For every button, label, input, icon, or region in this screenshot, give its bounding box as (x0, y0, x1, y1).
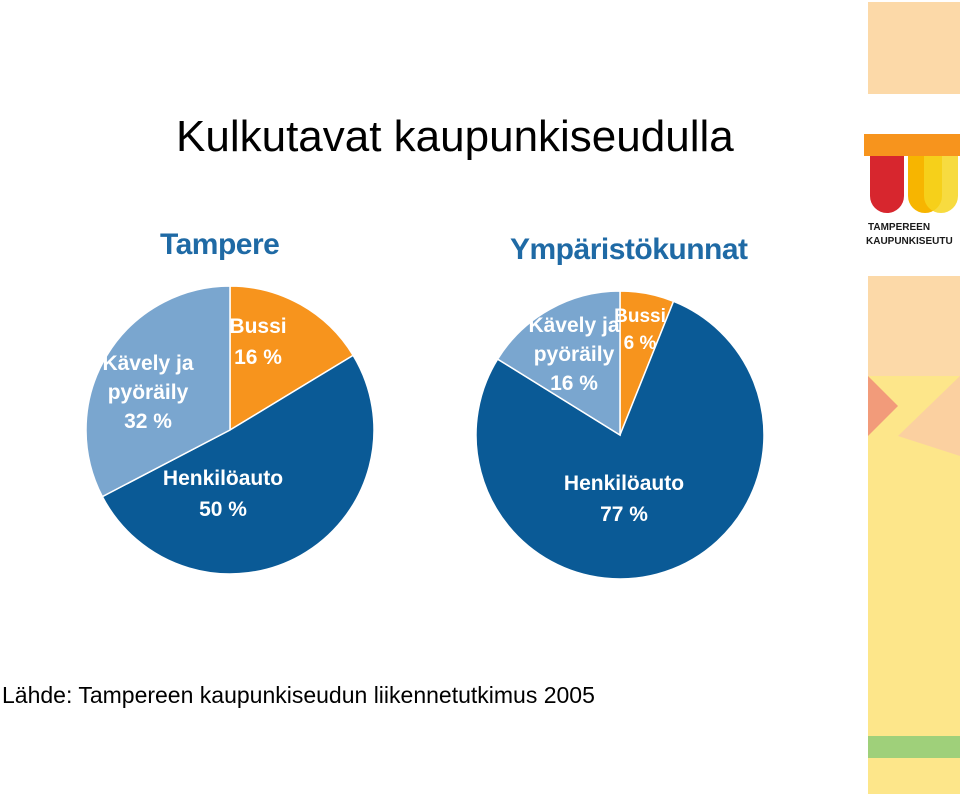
pie-slice-kävely-ja-pyöräily (85, 285, 231, 498)
svg-text:Kävely ja: Kävely ja (102, 352, 193, 375)
svg-text:Henkilöauto: Henkilöauto (564, 472, 684, 495)
pie-label-kävely-ja-pyöräily: Kävely ja pyöräily 32 % (102, 352, 193, 433)
svg-text:77 %: 77 % (600, 503, 648, 526)
svg-text:16 %: 16 % (234, 346, 282, 369)
pie-slice-henkilöauto (101, 354, 375, 575)
pie-slice-kävely-ja-pyöräily (496, 290, 621, 437)
svg-text:32 %: 32 % (124, 410, 172, 433)
svg-text:pyöräily: pyöräily (534, 343, 615, 366)
svg-text:Bussi: Bussi (614, 306, 666, 327)
svg-text:Bussi: Bussi (229, 315, 286, 338)
svg-text:Kävely ja: Kävely ja (528, 314, 619, 337)
source-note: Lähde: Tampereen kaupunkiseudun liikenne… (2, 682, 595, 708)
logo-text-line2: KAUPUNKISEUTU (866, 236, 953, 247)
pie-label-bussi: Bussi 16 % (229, 315, 286, 369)
page-title: Kulkutavat kaupunkiseudulla (176, 112, 734, 161)
pie-label-bussi: Bussi 6 % (614, 306, 666, 354)
logo-text-line1: TAMPEREEN (868, 222, 930, 233)
chart-title-tampere: Tampere (160, 228, 280, 261)
pie-chart-tampere: Bussi 16 % Henkilöauto 50 % Kävely ja pyöräil… (85, 285, 375, 575)
side-strip-decoration (868, 276, 960, 794)
svg-text:6 %: 6 % (624, 333, 657, 354)
side-strip-top (868, 2, 960, 94)
svg-text:Henkilöauto: Henkilöauto (163, 467, 283, 490)
tampereen-kaupunkiseutu-logo: TAMPEREEN KAUPUNKISEUTU (864, 134, 960, 247)
svg-text:50 %: 50 % (199, 498, 247, 521)
pie-chart-ymparistokunnat: Bussi 6 % Henkilöauto 77 % Kävely ja pyöräily… (475, 290, 765, 580)
pie-label-henkilöauto: Henkilöauto 50 % (163, 467, 283, 521)
pie-slice-bussi (229, 285, 355, 432)
svg-text:16 %: 16 % (550, 372, 598, 395)
pie-label-henkilöauto: Henkilöauto 77 % (564, 472, 684, 526)
pie-slice-henkilöauto (475, 300, 765, 580)
chart-title-ymparistokunnat: Ympäristökunnat (510, 233, 748, 266)
svg-text:pyöräily: pyöräily (108, 381, 189, 404)
pie-label-kävely-ja-pyöräily: Kävely ja pyöräily 16 % (528, 314, 619, 395)
